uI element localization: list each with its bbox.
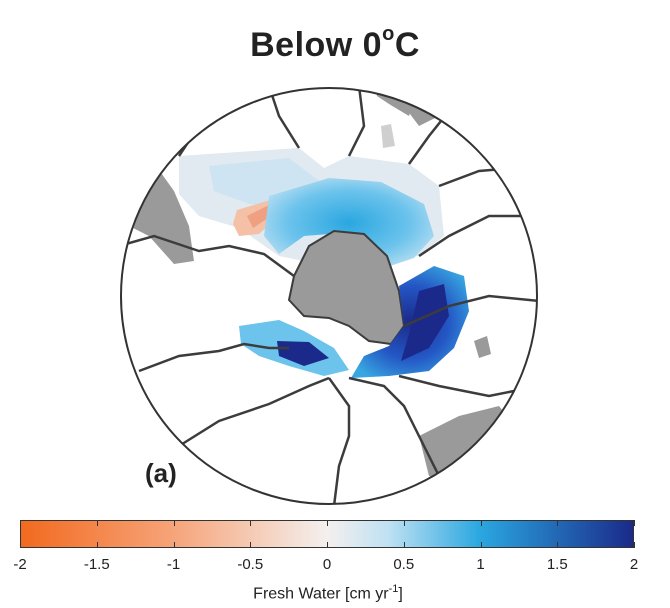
colorbar-tick-mark — [327, 520, 328, 526]
colorbar-tick-mark — [96, 542, 98, 548]
colorbar-tick-label: 1.5 — [546, 556, 568, 573]
colorbar-tick-mark — [173, 520, 175, 526]
colorbar-tick-mark — [250, 542, 252, 548]
blue-region-east-core — [401, 284, 449, 361]
colorbar: -2 -1.5 -1 -0.5 0 0.5 1 1.5 2 Fresh Water [cm yr… — [13, 520, 639, 606]
colorbar-tick-label: 2 — [629, 556, 639, 573]
colorbar-tick-label: -2 — [13, 556, 27, 573]
new-zealand-land — [474, 336, 491, 358]
colorbar-tick-mark — [634, 520, 635, 526]
colorbar-tick-mark — [96, 520, 98, 526]
colorbar-tick-mark — [634, 542, 635, 548]
colorbar-tick-label: 1 — [476, 556, 485, 573]
polar-map — [119, 86, 539, 506]
map-outline — [120, 87, 538, 505]
colorbar-tick-label: -0.5 — [237, 556, 264, 573]
colorbar-tick-mark — [480, 542, 482, 548]
colorbar-tick-label: -1.5 — [83, 556, 110, 573]
antarctica-land — [287, 229, 406, 346]
colorbar-tick-mark — [20, 520, 21, 526]
blue-band-upper — [264, 178, 434, 268]
colorbar-tick-label: -1 — [166, 556, 181, 573]
colorbar-tick-mark — [480, 520, 482, 526]
colorbar-tick-mark — [557, 520, 559, 526]
colorbar-tick-mark — [250, 520, 252, 526]
colorbar-tick-mark — [20, 542, 21, 548]
colorbar-tick-label: 0 — [322, 556, 332, 573]
negative-freshwater-core — [247, 204, 271, 228]
colorbar-tick-mark — [557, 542, 559, 548]
colorbar-tick-mark — [403, 520, 405, 526]
panel-label: (a) — [145, 458, 177, 488]
colorbar-tick-label: 0.5 — [393, 556, 415, 573]
colorbar-tick-mark — [173, 542, 175, 548]
colorbar-tick-mark — [403, 542, 405, 548]
colorbar-title: Fresh Water [cm yr-1] — [253, 583, 403, 603]
blue-region-west-core — [277, 341, 329, 366]
madagascar-land — [381, 124, 395, 148]
colorbar-tick-mark — [327, 542, 328, 548]
polar-map-svg — [120, 87, 538, 505]
page-title: Below 0oC — [250, 22, 420, 64]
